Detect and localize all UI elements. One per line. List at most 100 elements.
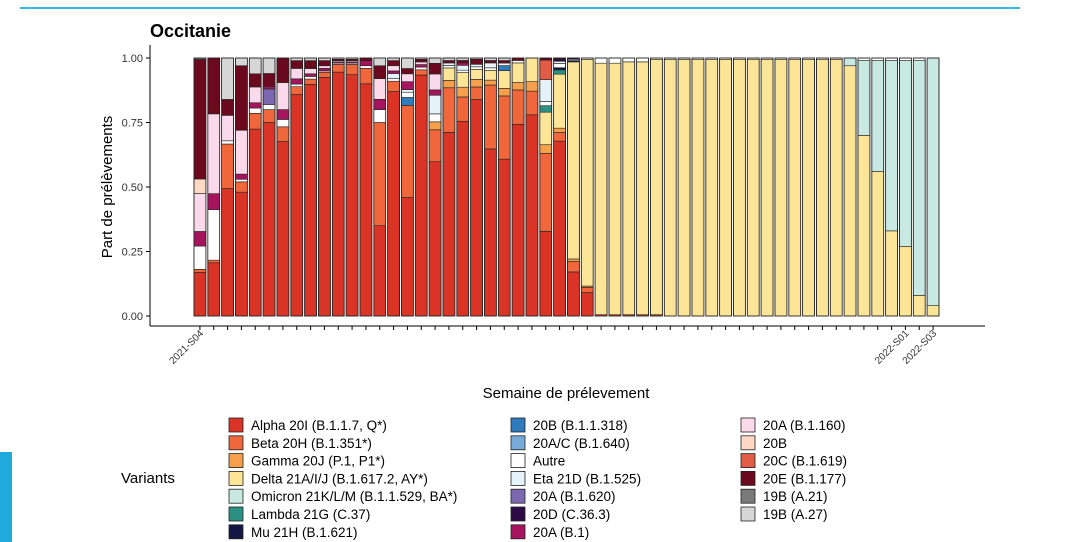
bar-segment bbox=[456, 62, 469, 66]
bar-week-32 bbox=[622, 57, 636, 317]
bar-segment bbox=[622, 57, 635, 63]
bar-segment bbox=[539, 79, 552, 102]
bar-week-5 bbox=[248, 57, 262, 317]
legend-label: 20A (B.1) bbox=[533, 525, 589, 540]
bar-segment bbox=[249, 73, 262, 88]
bar-segment bbox=[401, 91, 414, 98]
bar-segment bbox=[442, 65, 456, 69]
bar-segment bbox=[470, 63, 483, 68]
bar-segment bbox=[331, 64, 345, 73]
bar-week-18 bbox=[428, 57, 442, 317]
legend-label: 20D (C.36.3) bbox=[533, 507, 610, 522]
bar-segment bbox=[207, 193, 221, 210]
bar-segment bbox=[235, 57, 248, 67]
bar-segment bbox=[304, 76, 317, 80]
bar-segment bbox=[525, 90, 539, 116]
y-tick-label: 0.25 bbox=[122, 247, 143, 259]
bar-segment bbox=[262, 104, 276, 110]
bar-outline bbox=[525, 57, 539, 317]
bar-segment bbox=[221, 143, 234, 189]
bar-week-52 bbox=[899, 57, 912, 317]
bar-week-33 bbox=[636, 57, 649, 317]
legend-swatch bbox=[510, 417, 526, 433]
bar-week-42 bbox=[760, 57, 774, 317]
bar-segment bbox=[373, 122, 386, 226]
bar-segment bbox=[428, 89, 442, 96]
bar-segment bbox=[539, 105, 552, 113]
bar-segment bbox=[401, 73, 414, 83]
legend-swatch bbox=[228, 453, 244, 469]
bar-outline bbox=[276, 57, 290, 317]
bar-segment bbox=[511, 82, 525, 91]
bar-segment bbox=[387, 73, 400, 79]
bar-segment bbox=[456, 86, 469, 98]
bar-segment bbox=[885, 60, 898, 232]
bar-segment bbox=[428, 129, 442, 163]
bar-week-51 bbox=[885, 57, 898, 317]
bar-segment bbox=[373, 109, 386, 123]
bar-segment bbox=[221, 188, 234, 317]
bar-outline bbox=[428, 57, 442, 317]
bar-outline bbox=[318, 57, 331, 317]
bar-segment bbox=[249, 128, 262, 317]
bar-segment bbox=[414, 61, 428, 65]
bar-segment bbox=[401, 197, 414, 317]
bar-segment bbox=[511, 60, 525, 64]
bar-segment bbox=[276, 119, 290, 128]
bar-outline bbox=[885, 57, 898, 317]
bar-segment bbox=[249, 86, 262, 104]
bar-segment bbox=[470, 79, 483, 88]
bar-segment bbox=[539, 101, 552, 107]
bar-outline bbox=[802, 57, 815, 317]
bar-segment bbox=[470, 86, 483, 100]
bar-outline bbox=[248, 57, 262, 317]
bar-outline bbox=[650, 57, 663, 317]
bar-week-13 bbox=[359, 57, 373, 317]
bar-outline bbox=[193, 57, 207, 317]
bar-week-7 bbox=[276, 57, 290, 317]
bar-segment bbox=[290, 94, 303, 317]
bar-segment bbox=[553, 67, 566, 71]
bar-segment bbox=[193, 245, 207, 270]
legend-label: Alpha 20I (B.1.1.7, Q*) bbox=[251, 418, 387, 433]
bar-segment bbox=[442, 60, 456, 64]
bar-segment bbox=[829, 58, 843, 317]
legend-label: 20A (B.1.620) bbox=[533, 489, 616, 504]
bar-outline bbox=[387, 57, 400, 317]
legend-swatch bbox=[228, 470, 244, 486]
bar-outline bbox=[774, 57, 788, 317]
bar-week-10 bbox=[318, 57, 331, 317]
legend: Alpha 20I (B.1.1.7, Q*) Beta 20H (B.1.351… bbox=[228, 417, 847, 540]
bar-outline bbox=[511, 57, 525, 317]
bar-segment bbox=[414, 64, 428, 68]
legend-swatch bbox=[228, 417, 244, 433]
bar-segment bbox=[318, 60, 331, 67]
bar-segment bbox=[249, 102, 262, 109]
bar-segment bbox=[387, 80, 400, 92]
bar-outline bbox=[636, 57, 649, 317]
bar-segment bbox=[926, 305, 940, 317]
bar-segment bbox=[359, 68, 373, 85]
bar-segment bbox=[428, 63, 442, 75]
bar-outline bbox=[484, 57, 497, 317]
bar-segment bbox=[428, 57, 442, 64]
legend-swatch bbox=[740, 470, 756, 486]
bar-segment bbox=[539, 59, 552, 80]
legend-swatch bbox=[740, 506, 756, 522]
bar-segment bbox=[497, 65, 511, 71]
bar-outline bbox=[567, 57, 580, 317]
bar-outline bbox=[608, 57, 622, 317]
bar-outline bbox=[331, 57, 345, 317]
bar-segment bbox=[304, 73, 317, 77]
bar-outline bbox=[622, 57, 636, 317]
bar-segment bbox=[470, 58, 483, 65]
bar-segment bbox=[470, 69, 483, 80]
bar-week-4 bbox=[235, 57, 248, 317]
bar-outline bbox=[843, 57, 857, 317]
bar-week-49 bbox=[857, 57, 871, 317]
bar-segment bbox=[511, 124, 525, 317]
bar-week-2 bbox=[207, 57, 221, 317]
bar-segment bbox=[871, 60, 884, 172]
bar-week-45 bbox=[802, 57, 815, 317]
bar-segment bbox=[636, 57, 649, 63]
